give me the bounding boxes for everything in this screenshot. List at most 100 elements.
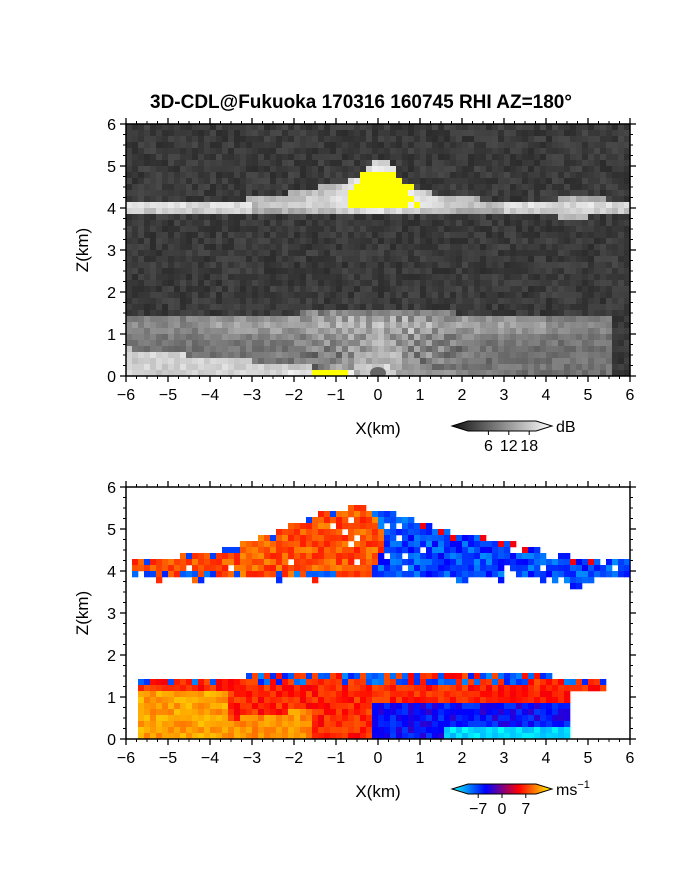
backscatter-cell — [162, 364, 169, 371]
velocity-cell — [468, 673, 475, 680]
backscatter-cell — [426, 190, 433, 197]
backscatter-cell — [486, 292, 493, 299]
backscatter-cell — [468, 274, 475, 281]
backscatter-cell — [492, 124, 499, 131]
backscatter-cell — [492, 280, 499, 287]
backscatter-cell — [510, 208, 517, 215]
backscatter-cell — [312, 160, 319, 167]
backscatter-cell — [264, 220, 271, 227]
velocity-cell — [426, 733, 433, 739]
backscatter-cell — [204, 274, 211, 281]
velocity-cell — [270, 547, 277, 554]
velocity-cell — [360, 727, 367, 734]
backscatter-cell — [156, 184, 163, 191]
backscatter-cell — [252, 208, 259, 215]
backscatter-cell — [420, 148, 427, 155]
backscatter-cell — [228, 220, 235, 227]
backscatter-cell — [234, 166, 241, 173]
backscatter-cell — [540, 220, 547, 227]
backscatter-cell — [450, 334, 457, 341]
backscatter-cell — [264, 166, 271, 173]
backscatter-cell — [222, 310, 229, 317]
backscatter-cell — [228, 238, 235, 245]
velocity-cell — [456, 721, 463, 728]
backscatter-cell — [168, 190, 175, 197]
backscatter-cell — [492, 142, 499, 149]
velocity-cell — [318, 571, 325, 578]
backscatter-cell — [420, 124, 427, 131]
velocity-cell — [384, 547, 391, 554]
backscatter-cell — [168, 328, 175, 335]
velocity-cell — [534, 697, 541, 704]
backscatter-cell — [498, 274, 505, 281]
backscatter-cell — [534, 148, 541, 155]
backscatter-cell — [390, 322, 397, 329]
backscatter-cell — [342, 334, 349, 341]
velocity-cell — [438, 721, 445, 728]
backscatter-cell — [228, 256, 235, 263]
backscatter-cell — [378, 322, 385, 329]
backscatter-cell — [504, 328, 511, 335]
velocity-cell — [360, 691, 367, 698]
backscatter-cell — [366, 364, 373, 371]
backscatter-cell — [150, 166, 157, 173]
velocity-cell — [300, 571, 307, 578]
velocity-cell — [192, 577, 199, 584]
velocity-cell — [426, 709, 433, 716]
velocity-cell — [426, 547, 433, 554]
velocity-cell — [312, 553, 319, 560]
backscatter-cell — [420, 250, 427, 257]
backscatter-cell — [150, 208, 157, 215]
velocity-cell — [480, 709, 487, 716]
backscatter-cell — [408, 280, 415, 287]
backscatter-cell — [318, 346, 325, 353]
backscatter-cell — [216, 328, 223, 335]
backscatter-cell — [252, 286, 259, 293]
backscatter-cell — [276, 358, 283, 365]
velocity-cell — [312, 703, 319, 710]
backscatter-cell — [246, 304, 253, 311]
velocity-cell — [552, 709, 559, 716]
backscatter-cell — [204, 124, 211, 131]
backscatter-cell — [378, 238, 385, 245]
backscatter-cell — [600, 160, 607, 167]
backscatter-cell — [462, 184, 469, 191]
backscatter-cell — [456, 166, 463, 173]
backscatter-cell — [618, 166, 625, 173]
backscatter-cell — [210, 190, 217, 197]
backscatter-cell — [174, 226, 181, 233]
backscatter-cell — [510, 298, 517, 305]
velocity-cell — [564, 733, 571, 739]
backscatter-cell — [624, 232, 630, 239]
backscatter-cell — [510, 130, 517, 137]
backscatter-cell — [300, 124, 307, 131]
backscatter-cell — [186, 328, 193, 335]
velocity-cell — [396, 541, 403, 548]
backscatter-cell — [486, 220, 493, 227]
backscatter-cell — [534, 202, 541, 209]
backscatter-cell — [204, 292, 211, 299]
backscatter-cell — [558, 280, 565, 287]
velocity-cell — [336, 703, 343, 710]
backscatter-cell — [570, 352, 577, 359]
backscatter-cell — [252, 250, 259, 257]
backscatter-cell — [186, 352, 193, 359]
velocity-cell — [210, 721, 217, 728]
backscatter-cell — [432, 238, 439, 245]
backscatter-cell — [138, 160, 145, 167]
velocity-cell — [474, 535, 481, 542]
backscatter-cell — [132, 322, 139, 329]
backscatter-cell — [552, 256, 559, 263]
velocity-cell — [198, 721, 205, 728]
backscatter-cell — [516, 298, 523, 305]
backscatter-cell — [582, 238, 589, 245]
backscatter-cell — [480, 352, 487, 359]
backscatter-cell — [534, 136, 541, 143]
backscatter-cell — [468, 178, 475, 185]
backscatter-cell — [216, 352, 223, 359]
backscatter-cell — [570, 130, 577, 137]
velocity-cell — [180, 685, 187, 692]
backscatter-cell — [468, 238, 475, 245]
backscatter-cell — [552, 154, 559, 161]
velocity-cell — [342, 517, 349, 524]
